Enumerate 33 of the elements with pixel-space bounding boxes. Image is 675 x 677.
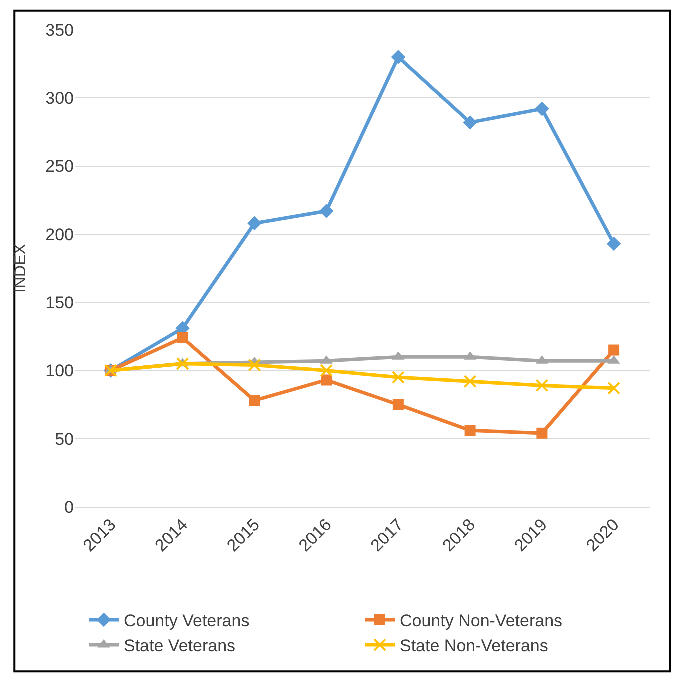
y-tick-label: 350 [46,20,74,40]
point [608,382,621,395]
point [608,344,620,356]
point [392,399,404,410]
point [249,395,260,406]
y-tick-label: 50 [55,430,74,449]
point [177,332,188,344]
point [248,358,262,372]
y-tick-label: 200 [46,225,74,244]
point [464,425,476,436]
point [321,374,332,386]
point [320,364,334,378]
y-tick-label: 100 [46,362,74,381]
point [464,375,477,388]
point [176,357,190,370]
point [392,371,405,384]
y-tick-label: 250 [46,157,74,176]
y-tick-label: 150 [46,294,74,313]
point [248,216,262,231]
legend-label: County Non-Veterans [400,612,563,631]
point [391,50,406,64]
point [536,379,549,392]
legend-label: State Non-Veterans [400,636,548,656]
point [606,236,622,252]
y-axis-title: INDEX [12,244,30,293]
y-tick-label: 0 [64,498,74,517]
point [536,428,548,439]
point [535,102,550,116]
legend-label: State Veterans [124,636,236,656]
point [319,204,334,218]
y-tick-label: 300 [46,89,74,108]
point [463,116,478,130]
legend-label: County Veterans [124,612,250,631]
